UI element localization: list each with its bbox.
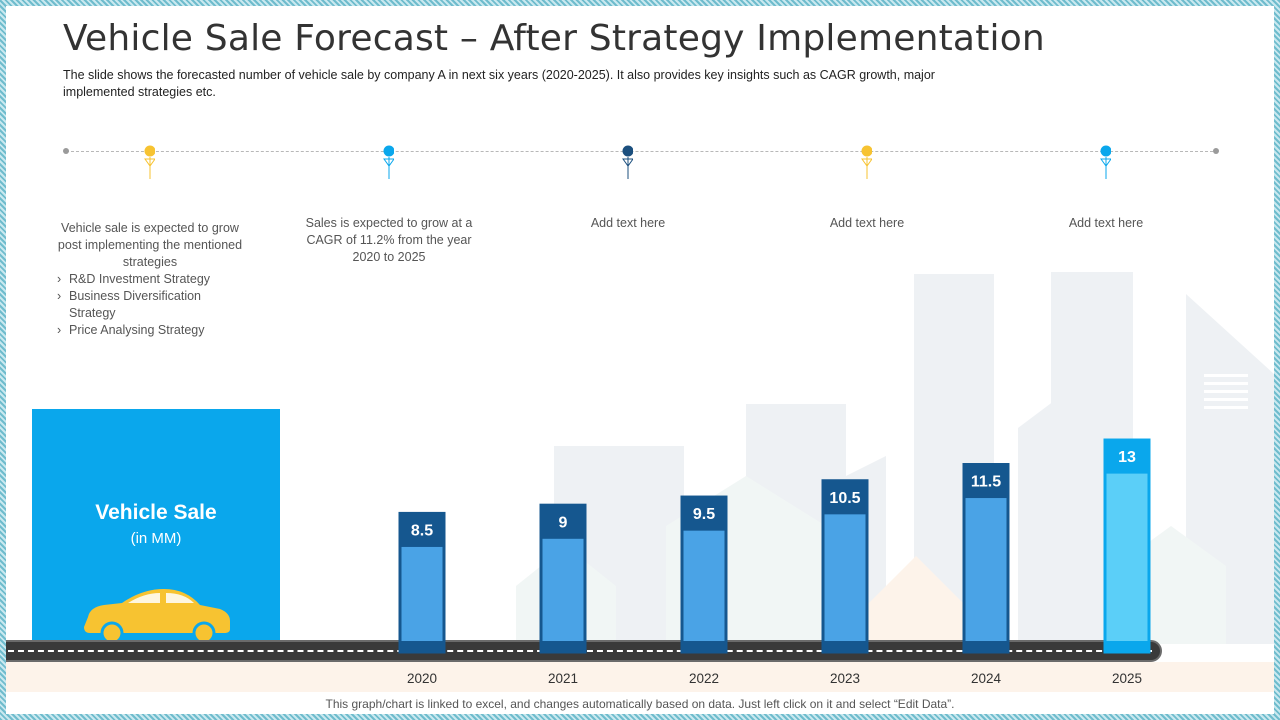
- value-label-2023: 10.5: [829, 490, 860, 507]
- note-text: Add text here: [829, 216, 905, 230]
- value-label-2022: 9.5: [693, 506, 715, 523]
- timeline-note-5: Add text here: [1046, 215, 1166, 232]
- bar-cap-2021: [539, 503, 587, 539]
- value-label-2021: 9: [559, 514, 568, 531]
- car-icon: [84, 589, 230, 643]
- panel-title: Vehicle Sale: [95, 501, 217, 524]
- note-text: Vehicle sale is expected to grow post im…: [57, 221, 243, 269]
- timeline-pin-1: [144, 145, 155, 179]
- timeline-pin-4: [861, 145, 872, 179]
- bar-base-2022: [680, 641, 728, 653]
- x-tick-2020: 2020: [407, 671, 437, 686]
- panel-subtitle: (in MM): [130, 530, 182, 547]
- bar-base-2021: [539, 641, 587, 653]
- vehicle-sale-panel: Vehicle Sale (in MM): [32, 409, 280, 644]
- bar-cap-2020: [398, 511, 446, 547]
- note-text: Sales is expected to grow at a CAGR of 1…: [305, 216, 473, 264]
- bar-cap-2023: [821, 479, 869, 515]
- timeline-start-dot: [63, 148, 69, 154]
- bar-base-2025: [1103, 641, 1151, 653]
- timeline-note-1: Vehicle sale is expected to grow post im…: [55, 220, 245, 339]
- slide-title: Vehicle Sale Forecast – After Strategy I…: [63, 18, 1045, 59]
- timeline-pin-3: [622, 145, 633, 179]
- x-tick-2023: 2023: [830, 671, 860, 686]
- note-text: Add text here: [1068, 216, 1144, 230]
- x-tick-2021: 2021: [548, 671, 578, 686]
- footnote: This graph/chart is linked to excel, and…: [325, 697, 955, 711]
- bar-base-2020: [398, 641, 446, 653]
- timeline-note-2: Sales is expected to grow at a CAGR of 1…: [302, 215, 477, 266]
- strategy-list: R&D Investment StrategyBusiness Diversif…: [55, 271, 245, 339]
- timeline-pin-2: [383, 145, 394, 179]
- note-text: Add text here: [590, 216, 666, 230]
- timeline-note-4: Add text here: [807, 215, 927, 232]
- bar-chart: 8.5 2020 9 2021 9.5 2022 10.5 2023 11.5 2024 13 202…: [398, 438, 1151, 686]
- x-tick-2024: 2024: [971, 671, 1002, 686]
- timeline-note-3: Add text here: [568, 215, 688, 232]
- strategy-item: R&D Investment Strategy: [55, 271, 245, 288]
- value-label-2020: 8.5: [411, 522, 433, 539]
- bar-cap-2022: [680, 495, 728, 531]
- value-label-2024: 11.5: [971, 474, 1001, 491]
- timeline-pin-5: [1100, 145, 1111, 179]
- value-label-2025: 13: [1118, 449, 1136, 466]
- slide: Vehicle Sale Forecast – After Strategy I…: [6, 6, 1274, 714]
- bar-cap-2024: [962, 463, 1010, 499]
- strategy-item: Business Diversification Strategy: [55, 288, 245, 322]
- x-tick-2022: 2022: [689, 671, 719, 686]
- timeline-line: [66, 151, 1218, 152]
- strategy-item: Price Analysing Strategy: [55, 322, 245, 339]
- timeline-end-dot: [1213, 148, 1219, 154]
- bar-base-2024: [962, 641, 1010, 653]
- bar-cap-2025: [1103, 438, 1151, 474]
- slide-subtitle: The slide shows the forecasted number of…: [63, 68, 935, 99]
- x-tick-2025: 2025: [1112, 671, 1142, 686]
- bar-base-2023: [821, 641, 869, 653]
